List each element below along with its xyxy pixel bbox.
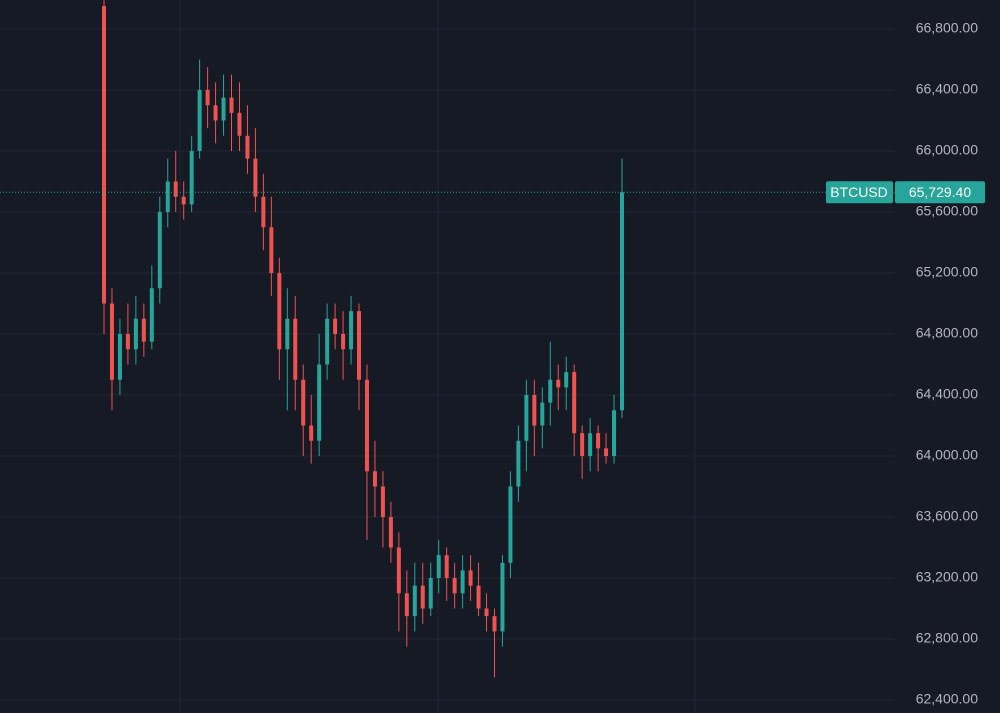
candle-body xyxy=(301,379,306,426)
y-tick-label: 65,600.00 xyxy=(916,203,978,219)
candle-body xyxy=(596,433,601,449)
y-tick-label: 64,000.00 xyxy=(916,447,978,463)
candle-body xyxy=(317,364,322,441)
candle-body xyxy=(181,196,186,205)
candle-body xyxy=(404,593,409,617)
candle-body xyxy=(102,6,106,304)
time-grid xyxy=(179,0,696,713)
y-tick-label: 63,600.00 xyxy=(916,508,978,524)
price-badge xyxy=(895,181,985,204)
candle-body xyxy=(325,318,330,365)
y-tick-label: 64,800.00 xyxy=(916,325,978,341)
candle-body xyxy=(388,517,393,548)
y-tick-label: 65,200.00 xyxy=(916,264,978,280)
candle-body xyxy=(444,555,449,579)
candle-body xyxy=(333,318,338,335)
candle-body xyxy=(564,372,569,388)
y-tick-label: 63,200.00 xyxy=(916,569,978,585)
candle-body xyxy=(580,433,585,457)
y-tick-label: 64,400.00 xyxy=(916,386,978,402)
candle-body xyxy=(412,585,417,617)
candle-body xyxy=(125,334,130,350)
candle-body xyxy=(269,227,274,273)
candle-body xyxy=(540,402,545,426)
candle-body xyxy=(452,578,457,594)
candle-body xyxy=(149,288,154,342)
candle-body xyxy=(484,608,489,617)
candle-body xyxy=(612,410,617,457)
candle-body xyxy=(364,379,369,472)
candle-body xyxy=(548,379,553,403)
candle-body xyxy=(476,585,481,609)
candle-body xyxy=(524,395,529,441)
candle-body xyxy=(396,547,401,594)
candle-body xyxy=(165,181,170,212)
candle-body xyxy=(141,318,146,342)
candle-body xyxy=(508,486,513,563)
candle-body xyxy=(261,196,266,228)
candle-body xyxy=(620,192,624,411)
candle-body xyxy=(277,272,282,350)
price-label: 65,729.40 xyxy=(909,184,971,200)
candle-body xyxy=(117,334,122,380)
candle-body xyxy=(109,303,114,380)
candle-body xyxy=(516,440,521,487)
candle-body xyxy=(372,471,377,487)
candle-body xyxy=(556,379,561,388)
candle-body xyxy=(341,334,346,350)
candle-body xyxy=(428,578,433,609)
candle-body xyxy=(293,318,298,380)
candle-body xyxy=(197,89,202,151)
candle-body xyxy=(572,372,577,434)
candle-body xyxy=(221,97,226,121)
y-tick-label: 66,800.00 xyxy=(916,20,978,36)
symbol-label: BTCUSD xyxy=(830,184,888,200)
y-tick-label: 66,000.00 xyxy=(916,142,978,158)
candle-body xyxy=(285,318,290,350)
symbol-badge xyxy=(826,181,893,204)
candle-body xyxy=(588,433,593,457)
y-tick-label: 66,400.00 xyxy=(916,81,978,97)
candle-body xyxy=(229,97,234,113)
candle-body xyxy=(468,570,473,586)
candle-body xyxy=(500,562,505,632)
candle-body xyxy=(245,135,250,159)
candle-body xyxy=(205,89,210,106)
candle-body xyxy=(133,318,138,350)
candle-body xyxy=(436,555,441,579)
candle-body xyxy=(380,486,385,518)
y-tick-label: 62,400.00 xyxy=(916,691,978,707)
candle-body xyxy=(349,311,354,350)
candle-body xyxy=(309,425,314,441)
candle-body xyxy=(420,585,425,609)
candle-body xyxy=(492,616,497,632)
candle-body xyxy=(532,395,537,426)
candle-body xyxy=(253,158,258,197)
candle-body xyxy=(189,150,194,205)
candle-body xyxy=(173,181,178,197)
candle-body xyxy=(237,112,242,136)
candle-body xyxy=(460,570,465,594)
candle-body xyxy=(604,448,609,457)
candle-body xyxy=(157,211,162,289)
candle-body xyxy=(357,311,362,380)
candle-body xyxy=(213,105,218,121)
y-tick-label: 62,800.00 xyxy=(916,630,978,646)
